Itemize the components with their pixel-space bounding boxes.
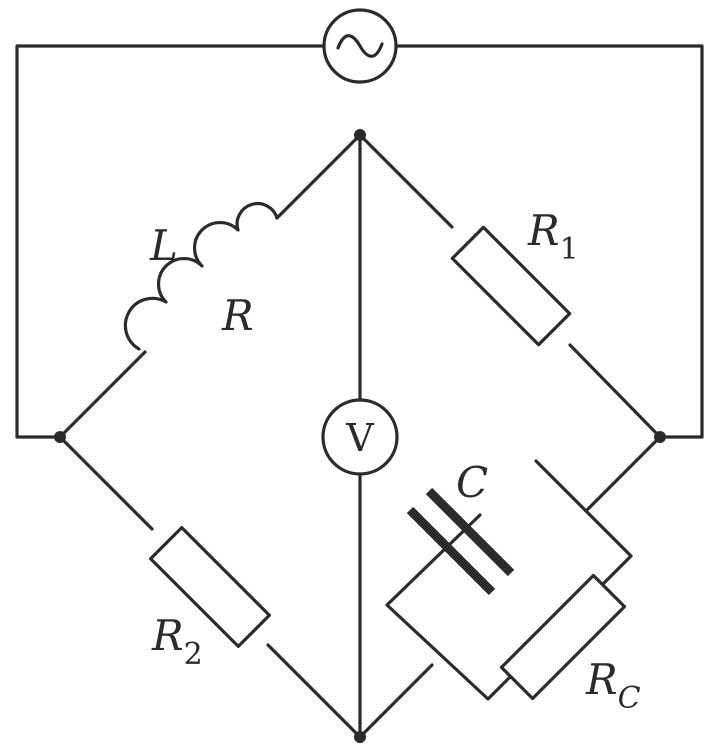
capacitor-icon [406, 487, 515, 596]
label-r1: R1 [527, 206, 579, 267]
wire-parallel-to-bottom-node [358, 663, 434, 739]
outer-wire-left [15, 44, 326, 439]
label-rc: RC [585, 655, 641, 716]
resistor-r2 [149, 526, 271, 648]
outer-wire-right [394, 44, 704, 439]
node-top [354, 129, 366, 141]
wire-top-to-inductor [275, 133, 362, 220]
label-r2: R2 [151, 611, 203, 672]
label-c: C [456, 458, 488, 507]
wire-r1-to-right-node [568, 343, 662, 439]
parallel-frame [385, 459, 633, 701]
voltmeter-icon: V [321, 398, 399, 476]
node-bottom [354, 731, 366, 743]
wire-top-to-r1 [358, 133, 454, 229]
label-r: R [221, 291, 254, 340]
wire-right-node-to-parallel [586, 435, 662, 511]
resistor-r1 [450, 225, 572, 347]
voltmeter-label: V [345, 416, 374, 460]
inductor-coil-icon [123, 202, 279, 351]
resistor-rc [499, 573, 627, 701]
label-l: L [149, 221, 178, 270]
ac-source-icon [322, 8, 398, 84]
wire-inductor-to-left-node [58, 350, 147, 439]
wire-left-node-to-r2 [58, 435, 154, 531]
wire-r2-to-bottom-node [266, 643, 362, 739]
node-left [54, 431, 66, 443]
node-right [654, 431, 666, 443]
